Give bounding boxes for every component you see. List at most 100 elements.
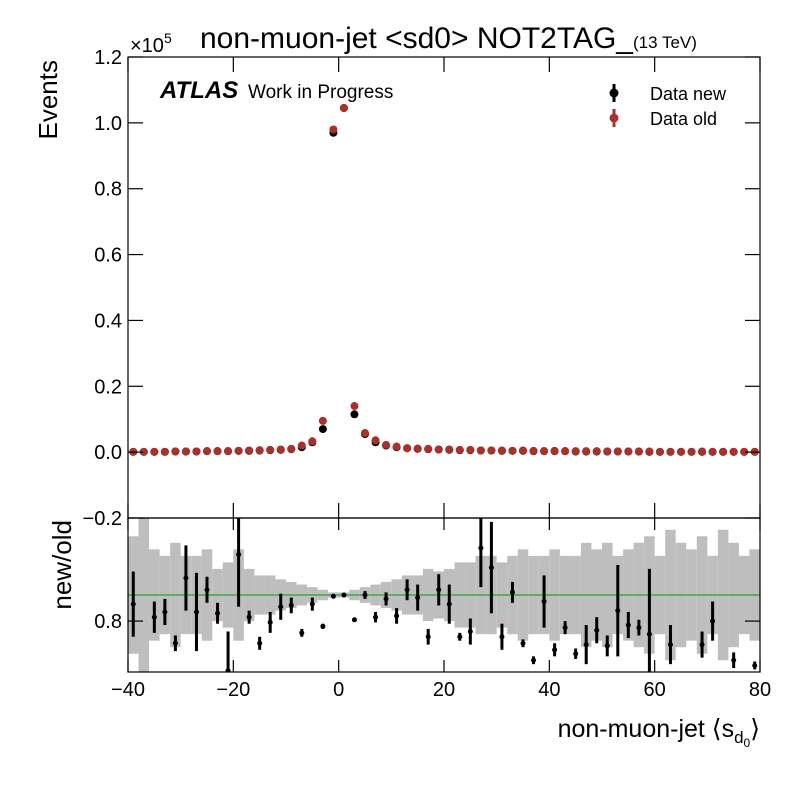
y-tick-label: 1.0	[94, 113, 122, 135]
ratio-point	[731, 657, 737, 663]
y-tick-label: 0.2	[94, 376, 122, 398]
data-point	[276, 445, 285, 454]
data-point	[318, 425, 327, 434]
ratio-point	[667, 642, 673, 648]
ratio-point	[636, 625, 642, 631]
data-point	[666, 447, 675, 456]
ratio-point	[330, 593, 336, 599]
data-point	[382, 440, 391, 449]
data-point	[329, 125, 338, 134]
ratio-point	[394, 613, 400, 619]
data-point	[445, 445, 454, 454]
x-label-sub: d	[734, 728, 743, 747]
ratio-y-tick-label: 0.8	[94, 611, 122, 633]
ratio-point	[257, 640, 263, 646]
legend-label: Data new	[650, 84, 727, 104]
status-label: Work in Progress	[248, 82, 393, 103]
ratio-point	[278, 604, 284, 610]
data-point	[466, 445, 475, 454]
data-point	[645, 447, 654, 456]
data-point	[613, 447, 622, 456]
ratio-point	[752, 662, 758, 668]
ratio-point	[457, 634, 463, 640]
ratio-points	[128, 518, 760, 672]
data-point	[603, 447, 612, 456]
ratio-point	[520, 640, 526, 646]
ratio-point	[509, 589, 515, 595]
ratio-point	[552, 647, 558, 653]
ratio-point	[309, 601, 315, 607]
data-point	[150, 447, 159, 456]
data-point	[287, 444, 296, 453]
data-point	[361, 429, 369, 438]
ratio-point	[225, 668, 231, 672]
ratio-point	[625, 622, 631, 628]
data-point	[413, 444, 422, 453]
x-tick-label: −40	[111, 679, 145, 701]
ratio-point	[373, 614, 379, 620]
ratio-point	[488, 565, 494, 571]
legend-marker	[609, 88, 619, 98]
data-point	[371, 436, 380, 445]
y-multiplier: ×105	[130, 30, 172, 57]
data-point	[266, 445, 275, 454]
data-point	[508, 446, 517, 455]
data-point	[203, 447, 211, 456]
data-point	[561, 447, 570, 456]
ratio-point	[162, 609, 168, 615]
data-point	[687, 447, 696, 456]
ratio-point	[215, 610, 221, 616]
data-point	[719, 447, 728, 456]
ratio-point	[446, 601, 452, 607]
data-point	[729, 447, 738, 456]
data-point	[339, 104, 348, 113]
ratio-point	[193, 609, 199, 615]
ratio-point	[341, 592, 347, 598]
data-point	[571, 447, 580, 456]
ratio-point	[710, 618, 716, 624]
data-point	[234, 446, 243, 455]
y-tick-label: 0.4	[94, 310, 122, 332]
legend-label: Data old	[650, 109, 717, 129]
ratio-point	[562, 625, 568, 631]
ratio-point	[246, 614, 252, 620]
data-point	[550, 446, 559, 455]
data-point	[540, 447, 549, 456]
data-point	[245, 446, 254, 455]
ratio-point	[320, 623, 326, 629]
ratio-point	[236, 552, 242, 558]
ratio-point	[646, 631, 652, 637]
ratio-point	[615, 608, 621, 614]
data-point	[297, 441, 306, 450]
data-point	[403, 444, 412, 453]
ratio-point	[531, 657, 537, 663]
data-point	[655, 447, 664, 456]
ratio-point	[583, 642, 589, 648]
data-point	[592, 447, 601, 456]
data-point	[487, 446, 496, 455]
ratio-point	[541, 599, 547, 605]
data-point	[677, 447, 685, 456]
ratio-point	[436, 587, 442, 593]
ratio-point	[362, 592, 368, 598]
y-tick-label: 0.8	[94, 179, 122, 201]
data-point	[350, 402, 359, 411]
multiplier-exponent: 5	[164, 30, 172, 46]
multiplier-base: ×10	[130, 35, 164, 57]
data-point	[308, 437, 317, 446]
title-main: non-muon-jet <sd0> NOT2TAG_	[200, 22, 634, 55]
x-tick-label: 60	[644, 679, 666, 701]
data-point	[213, 447, 222, 456]
data-point	[455, 445, 464, 454]
data-point	[740, 447, 749, 456]
data-point	[392, 442, 401, 451]
data-point	[160, 447, 169, 456]
data-point	[582, 447, 591, 456]
ratio-point	[172, 640, 178, 646]
x-tick-label: −20	[216, 679, 250, 701]
data-point	[698, 447, 707, 456]
x-axis-label: non-muon-jet ⟨sd0⟩	[558, 715, 760, 750]
ratio-point	[267, 619, 273, 625]
data-point	[497, 446, 506, 455]
